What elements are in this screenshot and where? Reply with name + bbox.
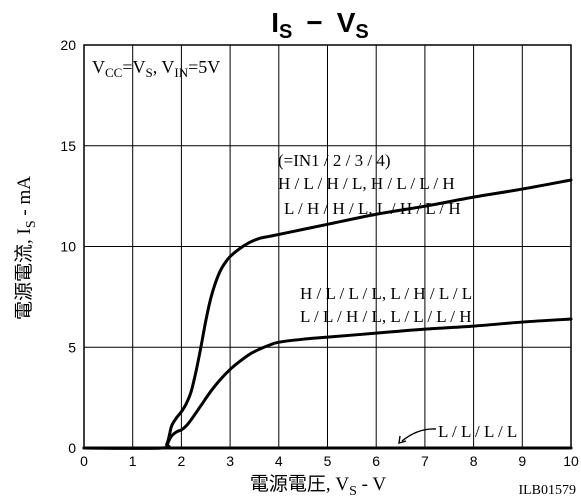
series-line-2 bbox=[82, 317, 573, 450]
chart-title: IS − VS bbox=[271, 7, 369, 43]
x-tick-label: 4 bbox=[275, 453, 283, 469]
x-tick-label: 6 bbox=[372, 453, 380, 469]
x-tick-label: 0 bbox=[80, 453, 88, 469]
series-line-1 bbox=[82, 178, 573, 450]
figure-code: ILB01579 bbox=[518, 483, 576, 498]
x-axis-label: 電源電圧, VS - V bbox=[250, 473, 387, 498]
x-tick-label: 3 bbox=[226, 453, 234, 469]
x-tick-label: 7 bbox=[421, 453, 429, 469]
y-tick-label: 20 bbox=[60, 37, 76, 53]
series-1-label-2: L / H / H / L, L / H / L / H bbox=[284, 199, 461, 218]
series-3-label-0: L / L / L / L bbox=[438, 422, 517, 441]
x-tick-label: 2 bbox=[178, 453, 186, 469]
x-tick-label: 5 bbox=[324, 453, 332, 469]
series-lines bbox=[82, 178, 573, 450]
x-tick-label: 8 bbox=[470, 453, 478, 469]
y-tick-label: 10 bbox=[60, 239, 76, 255]
condition-label: VCC=VS, VIN=5V bbox=[92, 57, 220, 80]
series-1-label-1: H / L / H / L, H / L / L / H bbox=[278, 174, 455, 193]
series-1-label-0: (=IN1 / 2 / 3 / 4) bbox=[278, 151, 391, 170]
y-tick-label: 0 bbox=[68, 440, 76, 456]
series-3-pointer bbox=[401, 428, 437, 442]
x-tick-label: 10 bbox=[563, 453, 579, 469]
grid bbox=[83, 44, 572, 449]
x-tick-label: 1 bbox=[129, 453, 137, 469]
series-2-label-0: H / L / L / L, L / H / L / L bbox=[300, 284, 472, 303]
y-axis-label: 電源電流, IS - mA bbox=[13, 176, 39, 320]
y-tick-label: 5 bbox=[68, 339, 76, 355]
series-3-pointer-arrowhead bbox=[398, 435, 407, 444]
x-tick-label: 9 bbox=[518, 453, 526, 469]
tick-labels: 0 1 2 3 4 5 6 7 8 9 10 0 5 10 15 20 bbox=[60, 37, 579, 469]
y-tick-label: 15 bbox=[60, 138, 76, 154]
series-2-label-1: L / L / H / L, L / L / L / H bbox=[300, 307, 472, 326]
